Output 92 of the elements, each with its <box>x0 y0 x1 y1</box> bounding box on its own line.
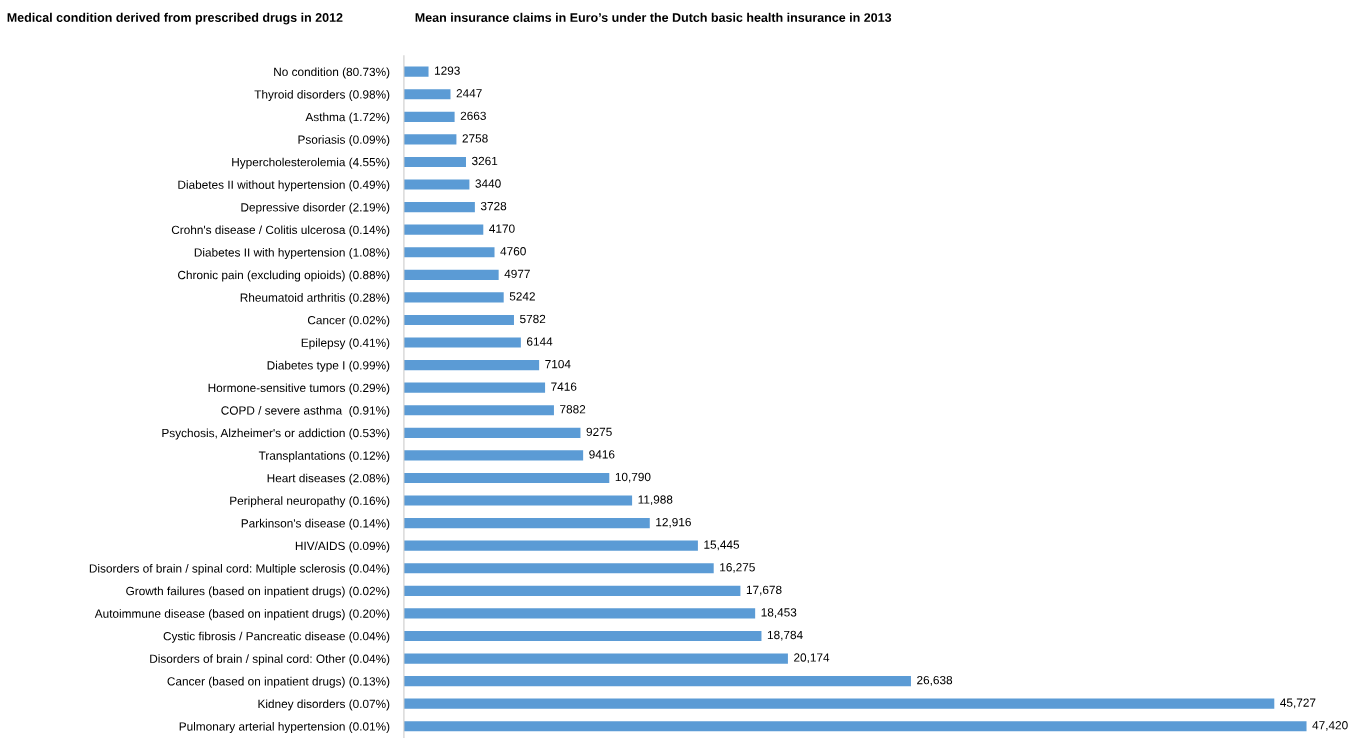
data-label: 17,678 <box>746 585 782 596</box>
data-label: 16,275 <box>720 563 755 573</box>
y-tick-label: Disorders of brain / spinal cord: Multiple sclerosis (0.04%) <box>89 563 390 575</box>
data-label: 45,727 <box>1280 698 1316 709</box>
bar <box>403 337 521 348</box>
bar <box>403 111 455 122</box>
bar <box>403 450 584 461</box>
data-label: 4977 <box>504 269 530 278</box>
y-tick-label: Cancer (0.02%) <box>307 315 390 327</box>
bar <box>403 495 633 506</box>
y-tick-label: Psoriasis (0.09%) <box>298 135 390 147</box>
bar <box>403 202 475 213</box>
y-tick-label: Growth failures (based on inpatient drugs) (0.02%) <box>126 586 390 598</box>
bar <box>403 156 466 168</box>
bar <box>403 540 698 551</box>
data-label: 5242 <box>509 292 535 301</box>
data-label: 4760 <box>500 247 526 256</box>
y-tick-label: Heart diseases (2.08%) <box>267 473 390 485</box>
y-tick-label: Rheumatoid arthritis (0.28%) <box>240 293 390 305</box>
data-label: 26,638 <box>917 675 953 686</box>
y-tick-label: Pulmonary arterial hypertension (0.01%) <box>179 721 390 733</box>
chart-title: Mean insurance claims in Euro’s under the Dutch basic health insurance in 2013 <box>415 12 892 22</box>
bar <box>403 721 1307 732</box>
y-tick-label: Cancer (based on inpatient drugs) (0.13%) <box>167 676 390 688</box>
y-tick-label: Hormone-sensitive tumors (0.29%) <box>208 383 390 395</box>
y-tick-label: Diabetes II with hypertension (1.08%) <box>194 247 390 259</box>
bar <box>403 427 581 438</box>
y-tick-label: Chronic pain (excluding opioids) (0.88%) <box>178 270 390 282</box>
bar <box>403 608 756 619</box>
y-tick-label: Asthma (1.72%) <box>305 112 390 124</box>
data-label: 7104 <box>545 359 571 369</box>
y-tick-label: Thyroid disorders (0.98%) <box>254 89 390 101</box>
y-axis-title: Medical condition derived from prescribed drugs in 2012 <box>7 12 343 25</box>
data-label: 7416 <box>551 382 577 391</box>
bar <box>403 89 451 100</box>
bar <box>403 360 540 371</box>
bar <box>403 405 554 416</box>
data-label: 5782 <box>520 314 546 324</box>
y-tick-label: Epilepsy (0.41%) <box>301 338 390 350</box>
bar <box>403 314 514 326</box>
y-tick-label: Disorders of brain / spinal cord: Other (0.04%) <box>150 654 390 666</box>
data-label: 12,916 <box>656 517 691 528</box>
y-tick-label: Cystic fibrosis / Pancreatic disease (0.04%) <box>163 631 390 643</box>
bar <box>403 472 610 484</box>
bar <box>403 382 546 393</box>
y-tick-label: Diabetes type I (0.99%) <box>267 360 390 372</box>
data-label: 2758 <box>462 134 488 143</box>
bar <box>403 698 1275 709</box>
bar <box>403 653 788 664</box>
data-label: 3728 <box>480 201 507 211</box>
bar <box>403 247 495 258</box>
data-label: 9416 <box>589 450 615 459</box>
bar <box>403 518 650 529</box>
data-label: 10,790 <box>615 472 651 483</box>
bar <box>403 224 484 235</box>
y-tick-label: HIV/AIDS (0.09%) <box>295 541 390 553</box>
data-label: 4170 <box>489 224 515 233</box>
y-tick-label: Depressive disorder (2.19%) <box>241 202 390 214</box>
bar <box>403 134 457 145</box>
y-tick-label: No condition (80.73%) <box>274 67 390 79</box>
data-label: 15,445 <box>704 540 740 551</box>
bar <box>403 179 470 190</box>
y-tick-label: Hypercholesterolemia (4.55%) <box>232 157 390 169</box>
data-label: 3440 <box>475 179 501 188</box>
y-tick-label: Autoimmune disease (based on inpatient drugs) (0.20%) <box>94 609 390 621</box>
bar <box>403 563 714 574</box>
data-label: 18,784 <box>767 630 803 641</box>
y-tick-label: Peripheral neuropathy (0.16%) <box>230 496 390 508</box>
data-label: 20,174 <box>794 653 830 664</box>
data-label: 2447 <box>456 89 482 98</box>
bar <box>403 630 762 642</box>
y-tick-label: Diabetes II without hypertension (0.49%) <box>178 180 390 192</box>
bar <box>403 585 741 596</box>
bar <box>403 66 429 77</box>
data-label: 18,453 <box>761 608 797 618</box>
y-tick-label: Parkinson's disease (0.14%) <box>241 518 390 530</box>
y-tick-label: Psychosis, Alzheimer's or addiction (0.53%) <box>162 428 390 440</box>
y-tick-label: COPD / severe asthma (0.91%) <box>221 405 390 417</box>
data-label: 2663 <box>460 111 486 120</box>
data-label: 9275 <box>586 427 612 436</box>
data-label: 7882 <box>560 405 586 414</box>
y-tick-label: Crohn's disease / Colitis ulcerosa (0.14%) <box>171 225 390 237</box>
data-label: 47,420 <box>1312 721 1348 731</box>
y-tick-label: Transplantations (0.12%) <box>258 451 390 463</box>
data-label: 11,988 <box>638 495 673 506</box>
data-label: 1293 <box>434 66 460 75</box>
bar <box>403 676 911 687</box>
data-label: 3261 <box>472 156 498 166</box>
bar <box>403 292 504 303</box>
data-label: 6144 <box>527 337 553 346</box>
y-tick-label: Kidney disorders (0.07%) <box>258 699 390 711</box>
bar <box>403 269 499 280</box>
